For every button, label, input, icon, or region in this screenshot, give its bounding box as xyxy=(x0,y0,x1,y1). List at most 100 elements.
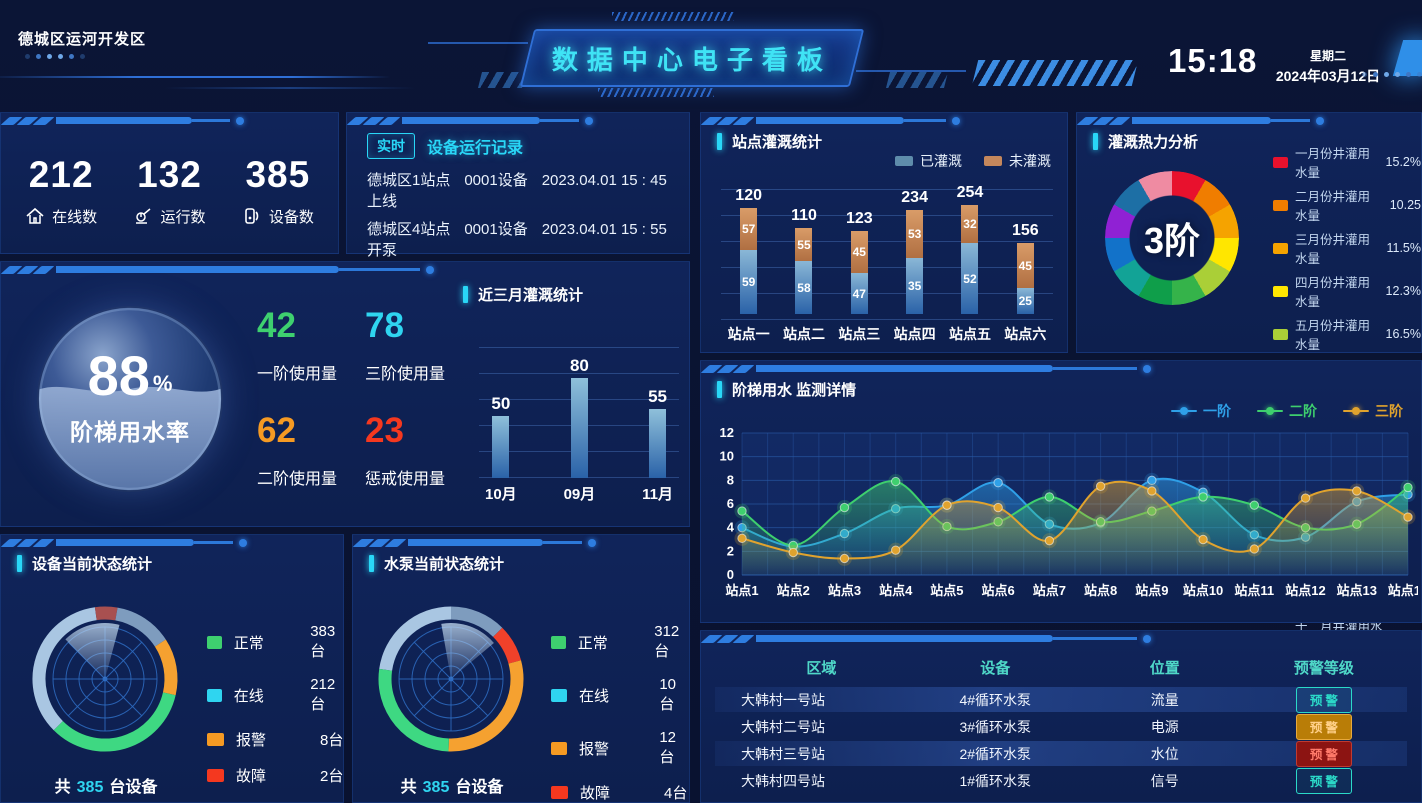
mini-bar-value: 50 xyxy=(491,393,511,413)
alert-button[interactable]: 预警 xyxy=(1295,740,1352,767)
bar-seg-undone: 55 xyxy=(795,228,813,261)
mini-bar-label: 11月 xyxy=(642,486,673,503)
tier3-usage: 78 三阶使用量 xyxy=(357,292,465,397)
online-label: 在线数 xyxy=(52,208,98,226)
svg-text:10: 10 xyxy=(720,449,734,464)
cell-position: 电源 xyxy=(1150,718,1179,735)
running-label: 运行数 xyxy=(160,208,206,226)
legend-value: 10台 xyxy=(659,676,676,713)
title-hash-bottom xyxy=(598,88,714,97)
bar-seg-done: 58 xyxy=(795,261,813,314)
legend-label: 一阶 xyxy=(1203,403,1231,419)
bar-seg-done: 25 xyxy=(1016,288,1034,314)
legend-swatch xyxy=(207,688,222,702)
title-accent xyxy=(717,133,722,150)
record-time: 2023.04.01 15 : 45 xyxy=(541,172,667,189)
mini-bar-09月: 80 09月 xyxy=(564,340,596,504)
legend-swatch xyxy=(1273,285,1288,297)
legend-label: 在线 xyxy=(578,687,609,705)
legend-item: 已灌溉 xyxy=(895,151,962,171)
stat-devices: 385 设备数 xyxy=(242,154,314,227)
bar-seg-undone: 57 xyxy=(740,208,758,250)
legend-swatch xyxy=(1273,242,1288,254)
status-legend-item: 故障 4台 xyxy=(551,782,689,803)
svg-text:站点13: 站点13 xyxy=(1337,583,1377,598)
svg-text:站点5: 站点5 xyxy=(930,583,963,598)
legend-swatch xyxy=(551,635,566,649)
running-count: 132 xyxy=(137,153,202,195)
bar-seg-done: 59 xyxy=(740,250,758,314)
legend-marker xyxy=(1343,407,1369,415)
legend-swatch xyxy=(1273,156,1288,168)
header-dots-right xyxy=(1362,72,1422,77)
header-divider-line xyxy=(0,76,390,78)
panel-ladder-monitor: 阶梯用水 监测详情 一阶 二阶 三阶 0 2 4 6 8 10 12 站点1 站点2 站点3 站点4 站点… xyxy=(700,360,1422,623)
device-icon xyxy=(245,208,259,224)
panel-decoration xyxy=(700,633,1411,644)
bar-seg-done: 52 xyxy=(961,243,979,314)
mini-bar-label: 09月 xyxy=(563,486,596,503)
svg-text:站点9: 站点9 xyxy=(1135,583,1168,598)
stat-running: 132 运行数 xyxy=(133,153,206,227)
panel-pump-status: 水泵当前状态统计 正常 312台 在线 10台 报警 12台 故障 4台 共 385 台设备 xyxy=(352,534,690,803)
pump-status-chart xyxy=(378,606,524,752)
bar-total-label: 234 xyxy=(901,189,928,206)
title-hash-top xyxy=(612,12,734,21)
legend-label: 一月份井灌用水量 xyxy=(1295,147,1371,180)
legend-swatch xyxy=(895,156,913,166)
cell-device: 2#循环水泵 xyxy=(959,745,1032,762)
title-accent xyxy=(17,555,22,572)
legend-label: 正常 xyxy=(577,634,608,652)
alert-button[interactable]: 预警 xyxy=(1295,686,1352,713)
cell-position: 水位 xyxy=(1150,745,1179,762)
house-icon xyxy=(26,207,44,224)
bar-seg-undone: 45 xyxy=(850,231,868,273)
legend-label: 三月份井灌用水量 xyxy=(1295,233,1371,266)
cell-device: 3#循环水泵 xyxy=(959,718,1032,735)
alert-button[interactable]: 预警 xyxy=(1295,767,1352,794)
tier2-value: 62 xyxy=(257,410,296,450)
title-accent xyxy=(1093,133,1098,150)
svg-text:站点7: 站点7 xyxy=(1033,583,1066,598)
total-count: 385 xyxy=(76,779,104,796)
legend-label: 二月份井灌用水量 xyxy=(1295,190,1371,223)
panel-decoration xyxy=(0,264,679,275)
table-row: 大韩村四号站 1#循环水泵 信号 预警 xyxy=(715,767,1407,794)
alert-table-header: 区域 设备 位置 预警等级 xyxy=(715,657,1407,678)
total-suffix: 台设备 xyxy=(109,779,158,796)
svg-text:站点3: 站点3 xyxy=(828,583,861,598)
site-irrigation-chart: 120 57 59 站点一 110 55 58 站点二 123 45 47 站点三 234 53 35 站点四… xyxy=(721,177,1053,344)
alert-table-body: 大韩村一号站 4#循环水泵 流量 预警 大韩村二号站 3#循环水泵 电源 预警 大韩村三号站 2#… xyxy=(715,686,1407,794)
cell-position: 流量 xyxy=(1150,691,1179,708)
legend-label: 三阶 xyxy=(1375,403,1403,419)
device-status-chart xyxy=(32,606,178,752)
panel-water-usage: 88 % 阶梯用水率 42 一阶使用量 78 三阶使用量 62 二阶使用量 23… xyxy=(0,261,690,527)
total-prefix: 共 xyxy=(400,779,417,796)
legend-value: 10.25 xyxy=(1389,198,1421,212)
ladder-line-chart: 0 2 4 6 8 10 12 站点1 站点2 站点3 站点4 站点5 站点6 站点7 站点8 站点9 站点10… xyxy=(720,425,1418,598)
site-irrigation-legend: 已灌溉 未灌溉 xyxy=(895,151,1051,171)
cell-device: 1#循环水泵 xyxy=(959,772,1032,789)
record-site: 德城区1站点 xyxy=(367,172,451,189)
bar-seg-undone: 45 xyxy=(1016,243,1034,288)
mini-bar-label: 10月 xyxy=(485,486,517,503)
record-action: 上线 xyxy=(367,193,398,210)
heat-legend-item: 一月份井灌用水量 15.2% xyxy=(1273,143,1421,181)
status-legend-item: 故障 2台 xyxy=(207,765,345,786)
legend-label: 二阶 xyxy=(1289,403,1317,419)
legend-value: 212台 xyxy=(310,676,336,713)
pump-status-legend: 正常 312台 在线 10台 报警 12台 故障 4台 xyxy=(551,623,689,803)
alert-button[interactable]: 预警 xyxy=(1295,713,1352,740)
legend-label: 报警 xyxy=(578,740,609,758)
legend-value: 4台 xyxy=(664,785,688,802)
svg-text:站点2: 站点2 xyxy=(777,583,810,598)
svg-text:站点14: 站点14 xyxy=(1388,583,1418,598)
mini-bar-value: 55 xyxy=(648,387,668,407)
heat-legend-item: 四月份井灌用水量 12.3% xyxy=(1273,272,1421,310)
stacked-bar-4: 234 53 35 站点四 xyxy=(894,177,936,344)
svg-text:站点1: 站点1 xyxy=(725,583,758,598)
legend-swatch xyxy=(207,635,222,649)
penalty-label: 惩戒使用量 xyxy=(365,470,446,488)
ladder-title: 阶梯用水 监测详情 xyxy=(732,382,857,399)
